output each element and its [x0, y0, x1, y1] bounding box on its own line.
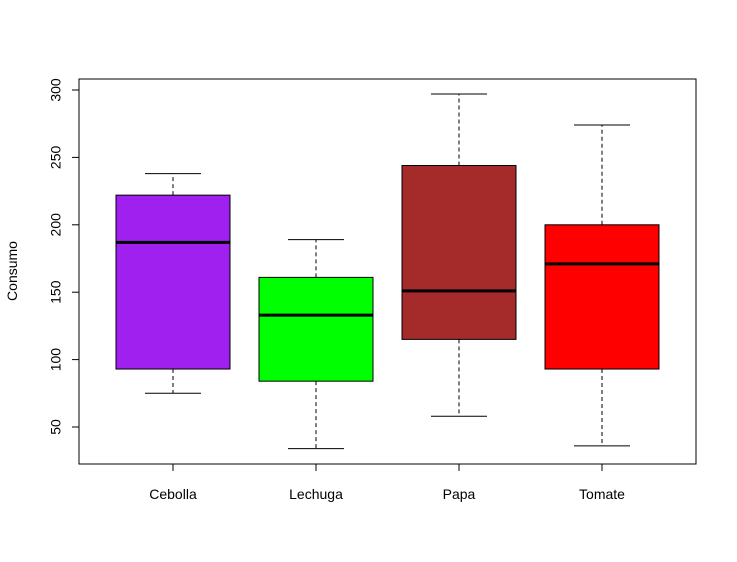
y-tick-label: 300: [48, 78, 64, 102]
x-tick-label: Lechuga: [289, 486, 343, 502]
iqr-box: [258, 276, 374, 382]
y-tick-label: 50: [48, 419, 64, 435]
y-tick-label: 150: [48, 280, 64, 304]
box-cebolla: [115, 173, 231, 394]
iqr-box: [401, 164, 517, 340]
x-axis: Cebolla Lechuga Papa Tomate: [149, 463, 625, 502]
x-tick-label: Tomate: [579, 486, 625, 502]
x-tick-label: Papa: [443, 486, 476, 502]
box-lechuga: [258, 239, 374, 450]
iqr-box: [544, 224, 660, 370]
box-tomate: [544, 124, 660, 447]
y-axis-label: Consumo: [4, 241, 20, 301]
y-tick-label: 250: [48, 146, 64, 170]
y-axis: 50 100 150 200 250 300: [48, 78, 80, 435]
box-papa: [401, 93, 517, 417]
y-tick-label: 200: [48, 213, 64, 237]
x-tick-label: Cebolla: [149, 486, 197, 502]
y-tick-label: 100: [48, 348, 64, 372]
boxes-layer: [115, 93, 660, 450]
iqr-box: [115, 194, 231, 370]
